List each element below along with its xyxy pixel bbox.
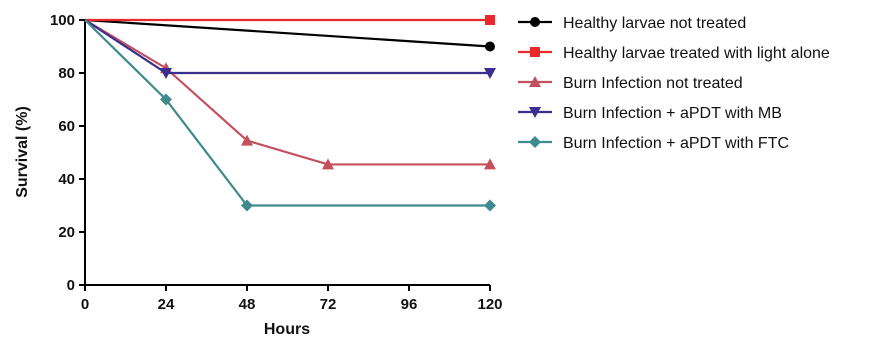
y-tick-label: 60 xyxy=(58,118,75,135)
x-tick-label: 96 xyxy=(401,296,418,313)
series-line xyxy=(84,19,490,75)
y-tick-label: 100 xyxy=(50,12,75,29)
series-5 xyxy=(84,19,496,212)
x-tick-label: 0 xyxy=(81,296,89,313)
data-point xyxy=(160,93,172,106)
data-point xyxy=(160,68,172,79)
legend-label: Burn Infection + aPDT with MB xyxy=(563,105,782,122)
x-tick-label: 72 xyxy=(320,296,337,313)
data-point xyxy=(322,158,334,170)
data-point xyxy=(484,199,496,212)
ticks: 0 24 48 72 96 120 0 20 40 60 80 100 xyxy=(50,12,503,313)
legend-label: Healthy larvae treated with light alone xyxy=(563,45,830,62)
data-point xyxy=(484,68,496,79)
series-line xyxy=(84,18,491,48)
axes xyxy=(84,20,490,286)
y-axis-title: Survival (%) xyxy=(14,106,31,198)
data-point xyxy=(241,134,253,146)
x-axis-title: Hours xyxy=(264,321,310,338)
series-1 xyxy=(84,18,495,52)
legend-item: Healthy larvae treated with light alone xyxy=(518,45,830,62)
legend-marker xyxy=(530,47,540,57)
series-4 xyxy=(84,19,496,79)
data-point xyxy=(241,199,253,212)
series-2 xyxy=(85,15,495,25)
series-3 xyxy=(84,19,496,170)
legend-item: Burn Infection + aPDT with FTC xyxy=(518,135,789,152)
y-tick-label: 20 xyxy=(58,224,75,241)
y-tick-label: 40 xyxy=(58,171,75,188)
x-tick-label: 48 xyxy=(239,296,256,313)
legend-item: Burn Infection + aPDT with MB xyxy=(518,105,782,122)
data-point xyxy=(485,41,495,52)
y-tick-label: 0 xyxy=(67,277,75,294)
series-layer xyxy=(84,15,496,212)
legend-item: Burn Infection not treated xyxy=(518,75,743,92)
legend-marker xyxy=(529,76,541,87)
y-tick-label: 80 xyxy=(58,65,75,82)
legend: Healthy larvae not treated Healthy larvae… xyxy=(518,15,830,152)
data-point xyxy=(485,15,495,25)
x-tick-label: 24 xyxy=(158,296,175,313)
legend-item: Healthy larvae not treated xyxy=(518,15,746,32)
legend-marker xyxy=(530,17,540,27)
x-tick-label: 120 xyxy=(477,296,502,313)
series-line xyxy=(84,19,490,207)
legend-marker xyxy=(529,107,541,118)
legend-label: Healthy larvae not treated xyxy=(563,15,746,32)
legend-marker xyxy=(529,136,541,148)
legend-label: Burn Infection not treated xyxy=(563,75,743,92)
legend-label: Burn Infection + aPDT with FTC xyxy=(563,135,789,152)
data-point xyxy=(484,158,496,170)
